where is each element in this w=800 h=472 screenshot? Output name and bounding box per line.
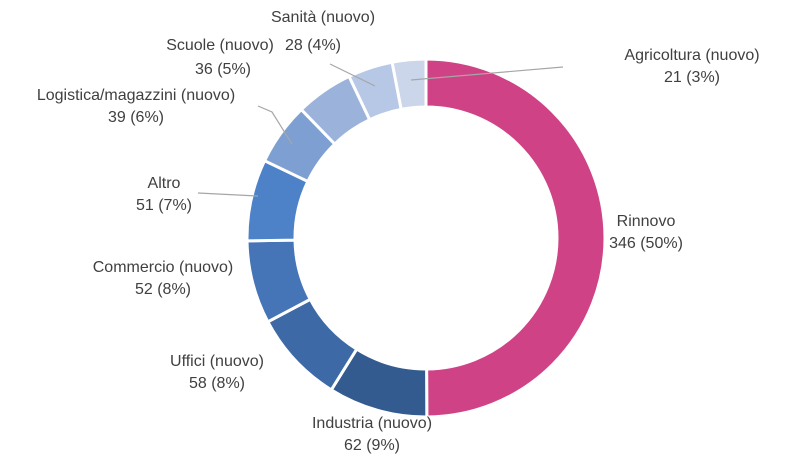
slice-value-sanit-nuovo: 28 (4%): [285, 37, 341, 54]
donut-slices: [245, 57, 607, 419]
leader-line-agricoltura-nuovo: [410, 66, 564, 81]
slice-value-rinnovo: 346 (50%): [609, 235, 683, 252]
slice-label-agricoltura-nuovo: Agricoltura (nuovo): [624, 47, 759, 64]
leader-lines: [197, 63, 564, 197]
slice-label-scuole-nuovo: Scuole (nuovo): [166, 37, 274, 54]
slice-value-commercio-nuovo: 52 (8%): [135, 281, 191, 298]
slice-labels: Rinnovo 346 (50%) Industria (nuovo) 62 (9%)…: [37, 9, 760, 454]
slice-value-logistica-magazzini-nuovo: 39 (6%): [108, 109, 164, 126]
leader-line-sanit-nuovo: [329, 63, 376, 87]
slice-value-agricoltura-nuovo: 21 (3%): [664, 69, 720, 86]
slice-value-scuole-nuovo: 36 (5%): [195, 61, 251, 78]
slice-rinnovo: [424, 57, 607, 419]
slice-label-rinnovo: Rinnovo: [617, 213, 676, 230]
slice-label-logistica-magazzini-nuovo: Logistica/magazzini (nuovo): [37, 87, 235, 104]
slice-label-commercio-nuovo: Commercio (nuovo): [93, 259, 233, 276]
slice-label-altro: Altro: [148, 175, 181, 192]
leader-line-logistica-magazzini-nuovo: [257, 105, 293, 145]
slice-value-uffici-nuovo: 58 (8%): [189, 375, 245, 392]
slice-value-industria-nuovo: 62 (9%): [344, 437, 400, 454]
slice-label-sanit-nuovo: Sanità (nuovo): [271, 9, 375, 26]
slice-value-altro: 51 (7%): [136, 197, 192, 214]
slice-label-industria-nuovo: Industria (nuovo): [312, 415, 432, 432]
leader-line-altro: [197, 192, 259, 197]
slice-agricoltura-nuovo: [390, 57, 428, 112]
slice-label-uffici-nuovo: Uffici (nuovo): [170, 353, 264, 370]
